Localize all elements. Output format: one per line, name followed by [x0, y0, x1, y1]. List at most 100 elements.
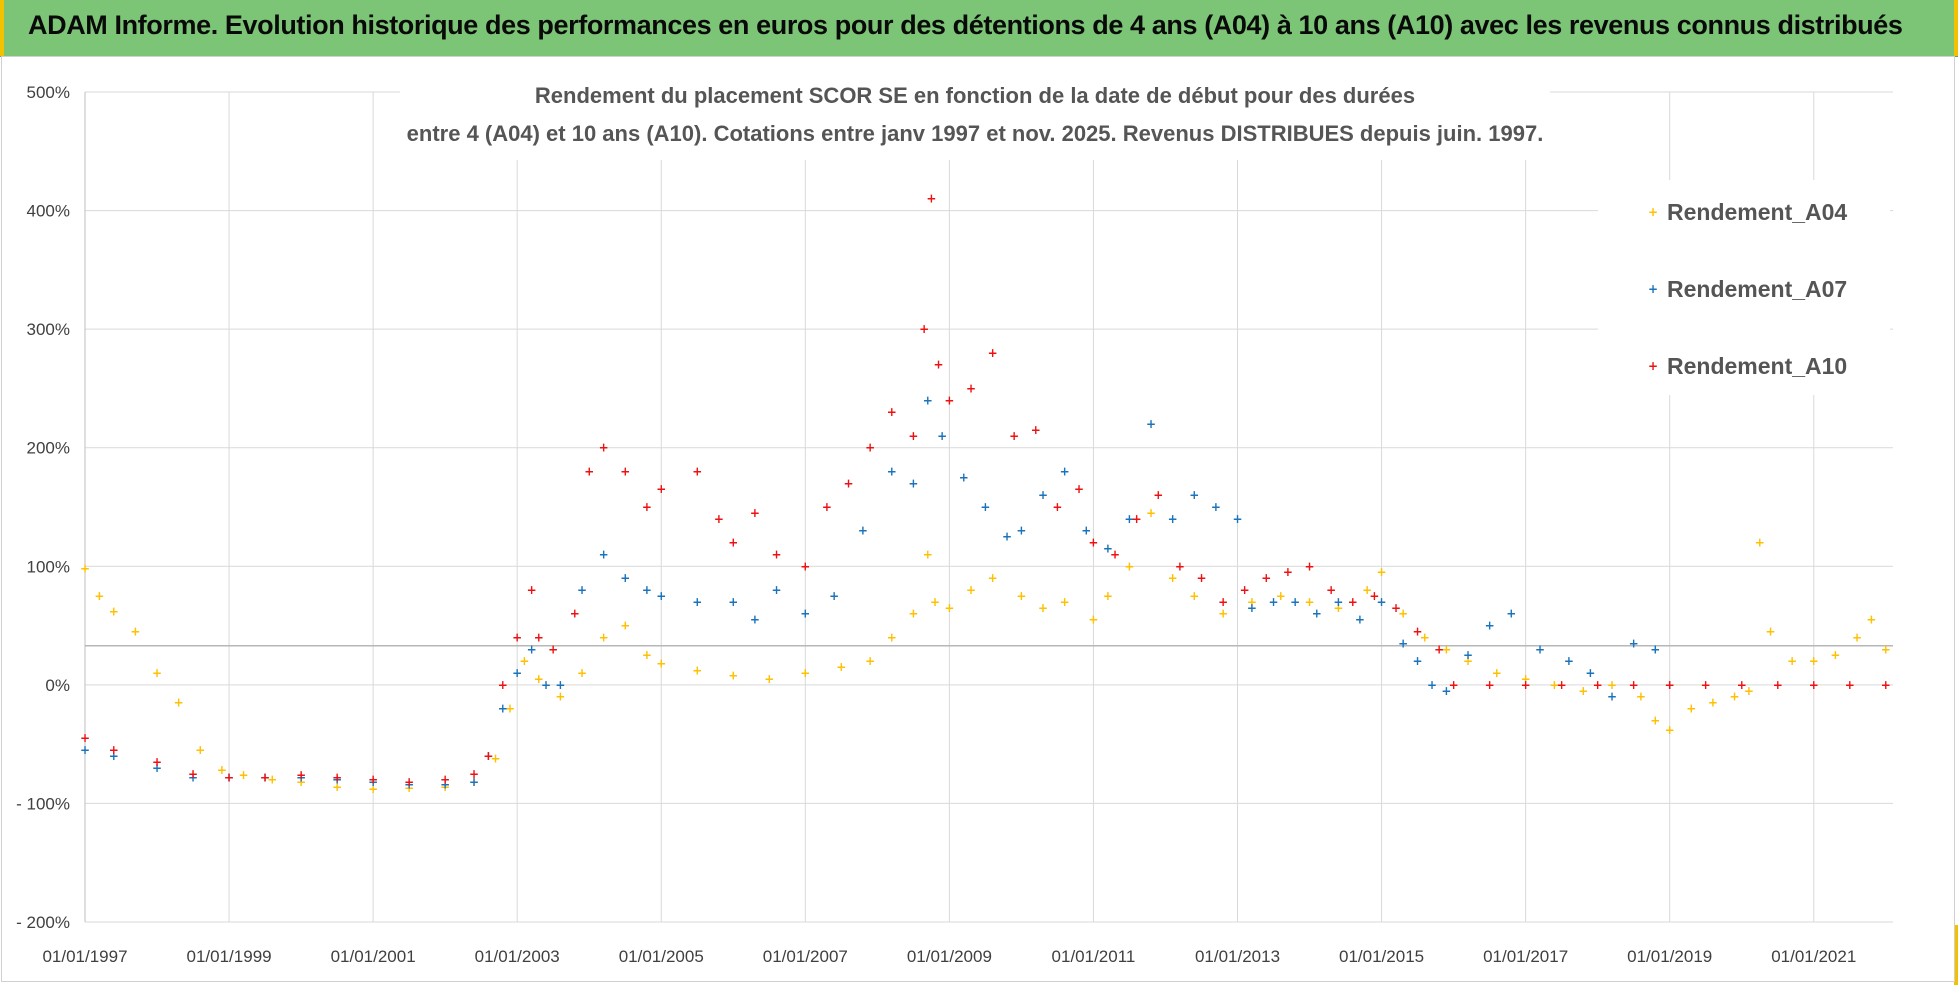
- data-point: +: [1506, 607, 1516, 621]
- data-point: +: [1232, 512, 1242, 526]
- data-point: +: [844, 476, 854, 490]
- data-point: +: [934, 358, 944, 372]
- data-point: +: [404, 775, 414, 789]
- data-point: +: [555, 690, 565, 704]
- data-point: +: [937, 429, 947, 443]
- data-point: +: [570, 607, 580, 621]
- data-point: +: [1074, 482, 1084, 496]
- data-point: +: [1218, 595, 1228, 609]
- data-point: +: [1088, 613, 1098, 627]
- data-point: +: [800, 607, 810, 621]
- data-point: +: [1755, 536, 1765, 550]
- data-point: +: [1153, 488, 1163, 502]
- data-point: +: [1708, 696, 1718, 710]
- data-point: +: [656, 482, 666, 496]
- data-point: +: [800, 666, 810, 680]
- corner-accent-bottom-right: [1954, 925, 1958, 985]
- data-point: +: [1585, 666, 1595, 680]
- data-point: +: [599, 630, 609, 644]
- data-point: +: [988, 571, 998, 585]
- data-point: +: [440, 780, 450, 794]
- x-tick-label: 01/01/2003: [475, 947, 560, 966]
- data-point: +: [1492, 666, 1502, 680]
- data-point: +: [1052, 500, 1062, 514]
- data-point: +: [620, 571, 630, 585]
- data-point: +: [109, 743, 119, 757]
- data-point: +: [728, 668, 738, 682]
- x-tick-label: 01/01/2005: [619, 947, 704, 966]
- data-point: +: [548, 642, 558, 656]
- data-point: +: [836, 660, 846, 674]
- data-point: +: [534, 630, 544, 644]
- data-point: +: [966, 583, 976, 597]
- data-point: +: [1830, 648, 1840, 662]
- data-point: +: [498, 702, 508, 716]
- data-point: +: [887, 405, 897, 419]
- data-point: +: [771, 583, 781, 597]
- series-rendement_a04: + + + + + + + + + + + + + + + + + + + + + + + + + + + + + + + + + + + + + + + +…: [80, 506, 1891, 796]
- data-point: +: [1103, 542, 1113, 556]
- y-tick-label: 400%: [27, 202, 70, 221]
- data-point: +: [224, 770, 234, 784]
- data-point: +: [1240, 583, 1250, 597]
- data-point: +: [1009, 429, 1019, 443]
- y-tick-label: 0%: [45, 676, 70, 695]
- data-point: +: [1175, 559, 1185, 573]
- data-point: +: [238, 768, 248, 782]
- data-point: +: [620, 619, 630, 633]
- data-point: +: [368, 775, 378, 789]
- data-point: +: [656, 589, 666, 603]
- data-point: +: [656, 657, 666, 671]
- series-rendement_a07: + + + + + + + + + + + + + + + + + + + + + + + + + + + + + + + + + + + + + + + +…: [80, 393, 1675, 791]
- data-point: +: [1398, 636, 1408, 650]
- x-tick-label: 01/01/2009: [907, 947, 992, 966]
- data-point: +: [1211, 500, 1221, 514]
- data-point: +: [1391, 601, 1401, 615]
- data-point: +: [1413, 625, 1423, 639]
- data-point: +: [1852, 630, 1862, 644]
- data-point: +: [332, 780, 342, 794]
- data-point: +: [919, 322, 929, 336]
- data-point: +: [1744, 684, 1754, 698]
- data-point: +: [1362, 583, 1372, 597]
- data-point: +: [1809, 678, 1819, 692]
- data-point: +: [764, 672, 774, 686]
- corner-accent-top-right: [1954, 0, 1958, 56]
- data-point: +: [1002, 530, 1012, 544]
- data-point: +: [1607, 678, 1617, 692]
- data-point: +: [923, 393, 933, 407]
- data-point: +: [887, 630, 897, 644]
- data-point: +: [1766, 625, 1776, 639]
- data-point: +: [260, 770, 270, 784]
- data-point: +: [829, 589, 839, 603]
- data-point: +: [822, 500, 832, 514]
- data-point: +: [865, 654, 875, 668]
- data-point: +: [1665, 678, 1675, 692]
- data-point: +: [527, 642, 537, 656]
- data-point: +: [1124, 512, 1134, 526]
- data-point: +: [923, 547, 933, 561]
- data-point: +: [988, 346, 998, 360]
- data-point: +: [1650, 713, 1660, 727]
- data-point: +: [1103, 589, 1113, 603]
- data-point: +: [1168, 571, 1178, 585]
- chart-frame: [1, 56, 1955, 982]
- data-point: +: [94, 589, 104, 603]
- data-point: +: [750, 613, 760, 627]
- data-point: +: [1665, 723, 1675, 737]
- x-tick-label: 01/01/2021: [1771, 947, 1856, 966]
- legend-marker: +: [1648, 359, 1658, 373]
- data-point: +: [800, 559, 810, 573]
- data-point: +: [174, 696, 184, 710]
- data-point: +: [483, 749, 493, 763]
- data-point: +: [1247, 601, 1257, 615]
- chart-title-line-1: Rendement du placement SCOR SE en foncti…: [535, 83, 1415, 108]
- corner-accent-top-left: [0, 0, 4, 56]
- data-point: +: [1247, 595, 1257, 609]
- data-point: +: [469, 775, 479, 789]
- data-point: +: [728, 536, 738, 550]
- data-point: +: [130, 625, 140, 639]
- data-point: +: [1441, 642, 1451, 656]
- data-point: +: [1650, 642, 1660, 656]
- data-point: +: [1398, 607, 1408, 621]
